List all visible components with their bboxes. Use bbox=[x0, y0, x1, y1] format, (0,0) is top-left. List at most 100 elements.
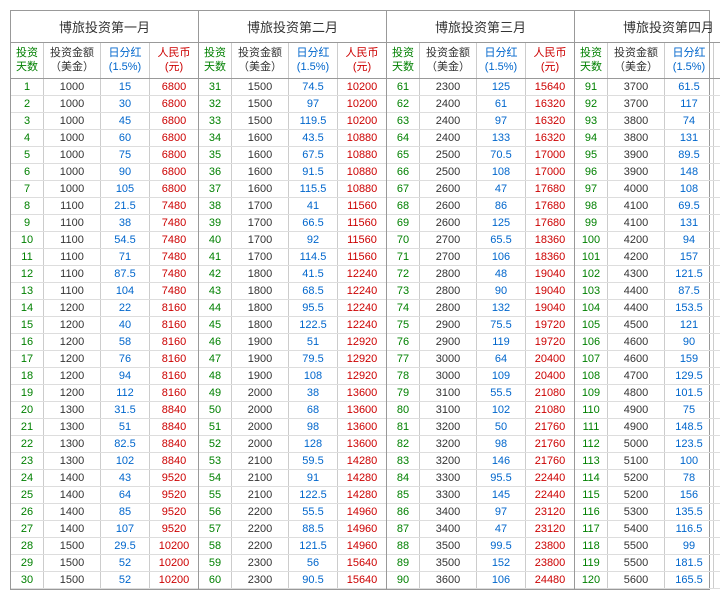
data-row: 5020006813600 bbox=[199, 402, 386, 419]
cell-day: 8 bbox=[11, 198, 44, 214]
cell-day: 61 bbox=[387, 79, 420, 95]
cell-amount: 2300 bbox=[232, 555, 289, 571]
cell-amount: 2000 bbox=[232, 436, 289, 452]
cell-dividend: 59.5 bbox=[289, 453, 338, 469]
cell-dividend: 88.5 bbox=[289, 521, 338, 537]
cell-rmb: 21080 bbox=[526, 385, 574, 401]
cell-day: 75 bbox=[387, 317, 420, 333]
cell-amount: 1000 bbox=[44, 96, 101, 112]
cell-amount: 5500 bbox=[608, 538, 665, 554]
cell-dividend: 60 bbox=[101, 130, 150, 146]
cell-dividend: 70.5 bbox=[477, 147, 526, 163]
cell-day: 113 bbox=[575, 453, 608, 469]
data-row: 261400859520 bbox=[11, 504, 198, 521]
data-row: 3215009710200 bbox=[199, 96, 386, 113]
cell-day: 9 bbox=[11, 215, 44, 231]
cell-dividend: 15 bbox=[101, 79, 150, 95]
cell-rmb: 6800 bbox=[150, 164, 198, 180]
cell-rmb: 13600 bbox=[338, 402, 386, 418]
hdr-rmb: 人民币(元) bbox=[714, 43, 720, 78]
cell-rmb: 21760 bbox=[526, 453, 574, 469]
cell-amount: 2500 bbox=[420, 147, 477, 163]
cell-rmb: 37400 bbox=[714, 538, 720, 554]
cell-dividend: 85 bbox=[101, 504, 150, 520]
cell-dividend: 90 bbox=[477, 283, 526, 299]
cell-amount: 3900 bbox=[608, 147, 665, 163]
cell-dividend: 64 bbox=[101, 487, 150, 503]
cell-rmb: 8840 bbox=[150, 419, 198, 435]
hdr-amount: 投资金额（美金） bbox=[420, 43, 477, 78]
cell-dividend: 78 bbox=[665, 470, 714, 486]
cell-day: 44 bbox=[199, 300, 232, 316]
cell-day: 38 bbox=[199, 198, 232, 214]
cell-rmb: 12920 bbox=[338, 334, 386, 350]
cell-day: 22 bbox=[11, 436, 44, 452]
cell-dividend: 79.5 bbox=[289, 351, 338, 367]
cell-dividend: 146 bbox=[477, 453, 526, 469]
cell-amount: 1500 bbox=[232, 79, 289, 95]
cell-day: 74 bbox=[387, 300, 420, 316]
cell-amount: 2800 bbox=[420, 283, 477, 299]
data-row: 97400010827200 bbox=[575, 181, 720, 198]
cell-rmb: 13600 bbox=[338, 419, 386, 435]
data-row: 5421009114280 bbox=[199, 470, 386, 487]
cell-amount: 3200 bbox=[420, 419, 477, 435]
hdr-rmb: 人民币(元) bbox=[338, 43, 386, 78]
cell-dividend: 38 bbox=[101, 215, 150, 231]
data-row: 6826008617680 bbox=[387, 198, 574, 215]
data-row: 8232009821760 bbox=[387, 436, 574, 453]
cell-dividend: 76 bbox=[101, 351, 150, 367]
cell-dividend: 97 bbox=[477, 113, 526, 129]
cell-rmb: 12240 bbox=[338, 266, 386, 282]
cell-amount: 1300 bbox=[44, 419, 101, 435]
cell-rmb: 35360 bbox=[714, 470, 720, 486]
cell-rmb: 10880 bbox=[338, 147, 386, 163]
cell-day: 35 bbox=[199, 147, 232, 163]
cell-dividend: 125 bbox=[477, 79, 526, 95]
cell-day: 24 bbox=[11, 470, 44, 486]
data-row: 10110054.57480 bbox=[11, 232, 198, 249]
cell-day: 39 bbox=[199, 215, 232, 231]
cell-amount: 1000 bbox=[44, 79, 101, 95]
cell-dividend: 99.5 bbox=[477, 538, 526, 554]
data-row: 3817004111560 bbox=[199, 198, 386, 215]
cell-dividend: 117 bbox=[665, 96, 714, 112]
header-row: 投资天数投资金额（美金）日分红(1.5%)人民币(元) bbox=[11, 43, 198, 79]
cell-day: 101 bbox=[575, 249, 608, 265]
cell-dividend: 148 bbox=[665, 164, 714, 180]
cell-dividend: 107 bbox=[101, 521, 150, 537]
data-row: 48190010812920 bbox=[199, 368, 386, 385]
data-row: 331500119.510200 bbox=[199, 113, 386, 130]
cell-amount: 1500 bbox=[232, 113, 289, 129]
cell-dividend: 61 bbox=[477, 96, 526, 112]
cell-day: 60 bbox=[199, 572, 232, 588]
cell-rmb: 31280 bbox=[714, 334, 720, 350]
cell-day: 21 bbox=[11, 419, 44, 435]
cell-day: 87 bbox=[387, 521, 420, 537]
cell-amount: 3300 bbox=[420, 487, 477, 503]
cell-day: 31 bbox=[199, 79, 232, 95]
data-row: 1114900148.533320 bbox=[575, 419, 720, 436]
data-row: 31150074.510200 bbox=[199, 79, 386, 96]
cell-rmb: 14280 bbox=[338, 470, 386, 486]
cell-dividend: 22 bbox=[101, 300, 150, 316]
cell-day: 45 bbox=[199, 317, 232, 333]
cell-rmb: 14960 bbox=[338, 538, 386, 554]
hdr-rmb: 人民币(元) bbox=[150, 43, 198, 78]
cell-rmb: 20400 bbox=[526, 368, 574, 384]
cell-amount: 1900 bbox=[232, 351, 289, 367]
cell-amount: 4300 bbox=[608, 266, 665, 282]
cell-rmb: 19040 bbox=[526, 300, 574, 316]
cell-day: 18 bbox=[11, 368, 44, 384]
cell-rmb: 8160 bbox=[150, 368, 198, 384]
cell-dividend: 119 bbox=[477, 334, 526, 350]
cell-rmb: 21080 bbox=[526, 402, 574, 418]
header-row: 投资天数投资金额（美金）日分红(1.5%)人民币(元) bbox=[199, 43, 386, 79]
cell-rmb: 18360 bbox=[526, 232, 574, 248]
cell-dividend: 58 bbox=[101, 334, 150, 350]
cell-amount: 3100 bbox=[420, 402, 477, 418]
cell-day: 104 bbox=[575, 300, 608, 316]
cell-day: 11 bbox=[11, 249, 44, 265]
cell-amount: 4100 bbox=[608, 198, 665, 214]
data-row: 107460015931280 bbox=[575, 351, 720, 368]
